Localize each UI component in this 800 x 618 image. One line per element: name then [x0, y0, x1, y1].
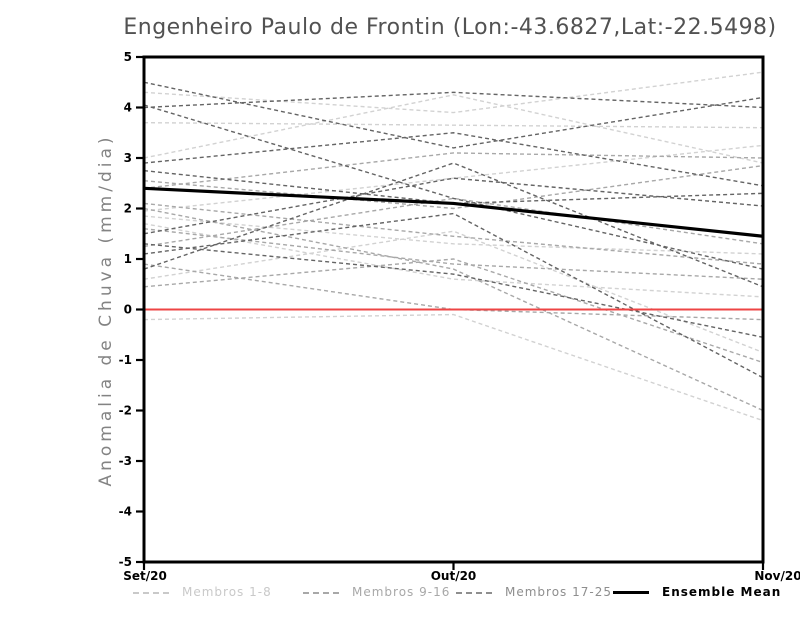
member-line: [143, 215, 764, 255]
dashed-line-sample-icon: [303, 591, 339, 594]
legend-label: Membros 17-25: [505, 585, 612, 599]
member-line: [143, 263, 764, 321]
y-tick-label: -2: [119, 404, 132, 418]
x-tick-label: Set/20: [123, 569, 167, 583]
solid-line-sample-icon: [613, 591, 649, 594]
y-tick-label: 2: [124, 202, 132, 216]
member-line: [143, 162, 764, 288]
member-line: [143, 91, 764, 109]
y-tick-label: 1: [124, 252, 132, 266]
member-line: [143, 207, 764, 412]
member-line: [143, 212, 764, 379]
member-line: [143, 243, 764, 338]
member-line: [143, 230, 764, 354]
member-line: [143, 177, 764, 235]
y-tick-label: 0: [124, 303, 132, 317]
legend-label: Ensemble Mean: [662, 585, 782, 599]
member-line: [143, 71, 764, 114]
y-tick-label: 4: [124, 101, 132, 115]
chart-title: Engenheiro Paulo de Frontin (Lon:-43.682…: [123, 15, 777, 40]
member-line: [143, 81, 764, 149]
ensemble-mean-line: [143, 186, 764, 238]
x-tick-label: Nov/20: [754, 569, 800, 583]
legend-item-ensemble-mean: Ensemble Mean: [613, 585, 781, 600]
member-line: [143, 222, 764, 298]
member-line: [143, 121, 764, 129]
member-line: [143, 152, 764, 189]
legend-item-membros-1-8: Membros 1-8: [133, 585, 272, 600]
legend-label: Membros 1-8: [182, 585, 272, 599]
member-line: [143, 164, 764, 210]
y-tick-label: -4: [119, 505, 132, 519]
member-line: [143, 197, 764, 248]
y-tick-label: -3: [119, 454, 132, 468]
y-tick-label: 5: [124, 50, 132, 64]
legend-item-membros-17-25: Membros 17-25: [456, 585, 612, 600]
y-tick-label: -5: [119, 555, 132, 569]
y-tick-label: 3: [124, 151, 132, 165]
legend-item-membros-9-16: Membros 9-16: [303, 585, 450, 600]
dashed-line-sample-icon: [133, 591, 169, 594]
member-line: [143, 94, 764, 164]
member-line: [143, 132, 764, 187]
member-line: [143, 258, 764, 364]
legend-label: Membros 9-16: [352, 585, 451, 599]
member-line: [143, 228, 764, 280]
member-line: [143, 202, 764, 265]
y-tick-label: -1: [119, 353, 132, 367]
dashed-line-sample-icon: [456, 591, 492, 594]
member-line: [143, 144, 764, 212]
member-line: [143, 313, 764, 422]
x-tick-label: Out/20: [431, 569, 477, 583]
